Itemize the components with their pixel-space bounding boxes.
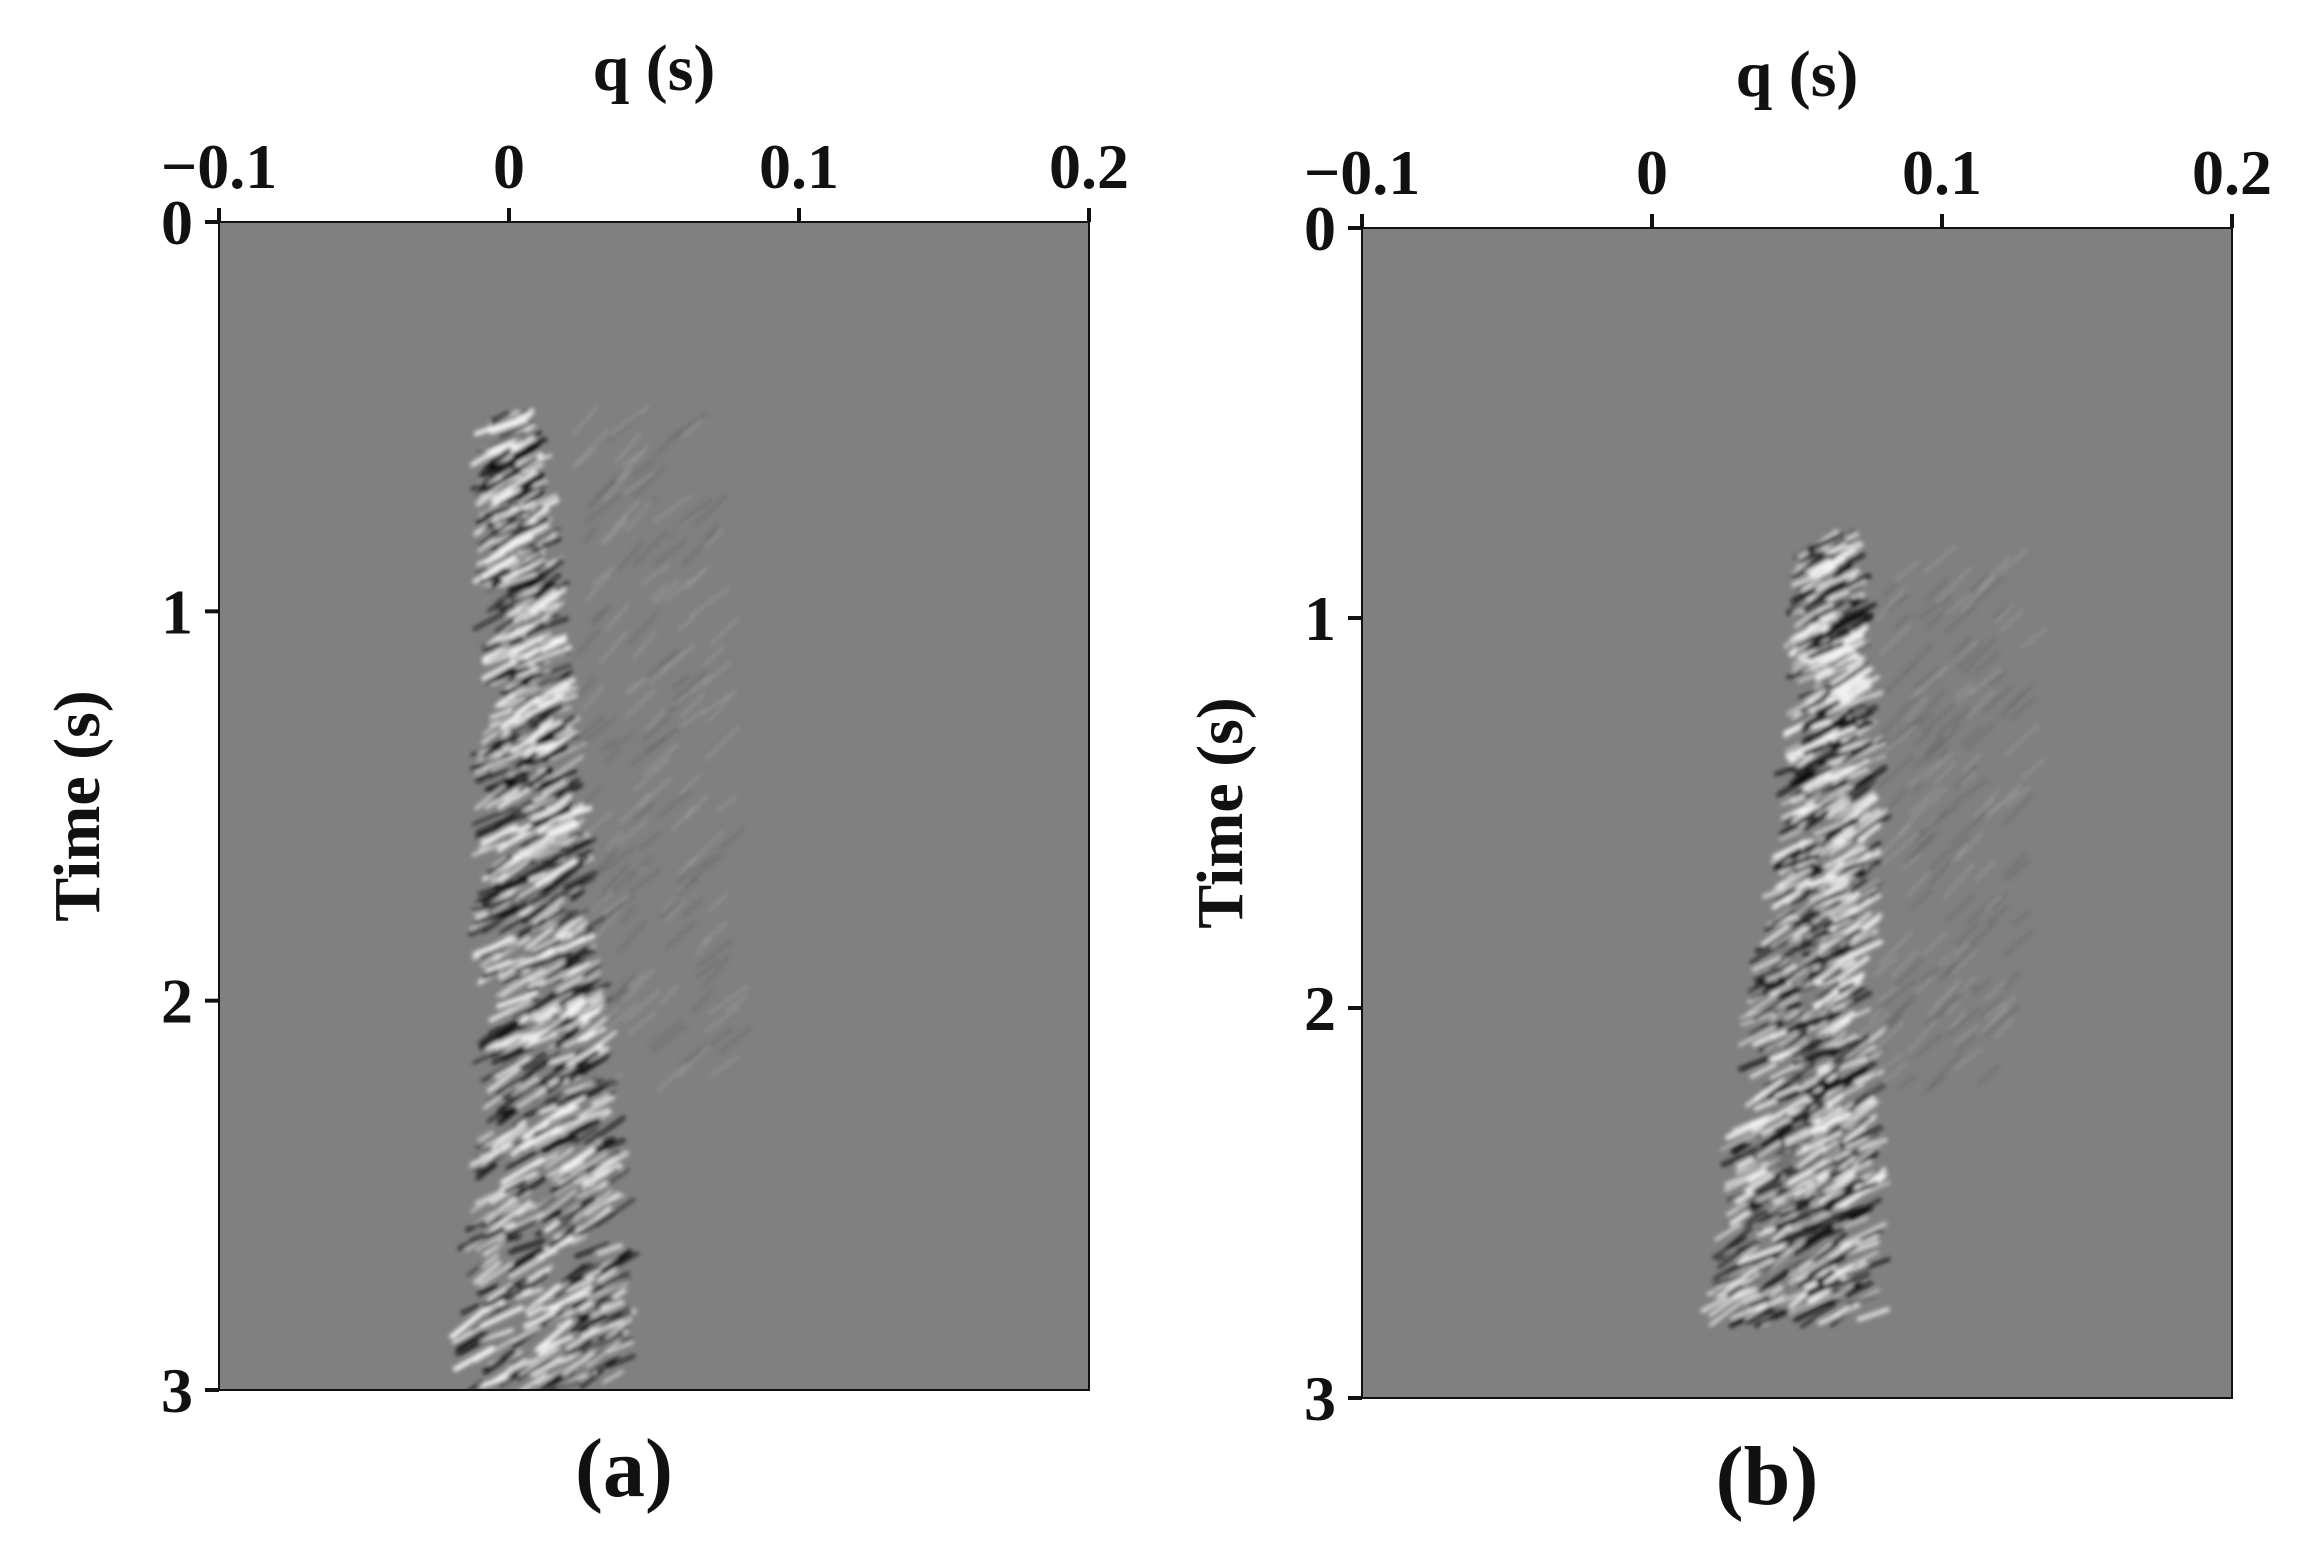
x-tick-label: 0.1 (1902, 137, 1982, 208)
y-tick-label: 0 (1304, 193, 1336, 264)
y-tick-label: 2 (1304, 973, 1336, 1044)
x-axis-label: q (s) (1736, 38, 1859, 111)
y-tick-label: 3 (1304, 1363, 1336, 1434)
y-tick-label: 3 (161, 1355, 193, 1426)
x-tick-label: 0.1 (759, 131, 839, 202)
x-tick-label: 0 (493, 131, 525, 202)
x-tick-label: 0 (1636, 137, 1668, 208)
x-axis-label: q (s) (593, 32, 716, 105)
panel-label: (a) (575, 1422, 673, 1515)
y-axis-label: Time (s) (1184, 697, 1257, 929)
plot-frame (1361, 227, 2233, 1399)
panel-label: (b) (1716, 1430, 1819, 1523)
x-tick-label: −0.1 (161, 131, 277, 202)
seismic-event (449, 405, 752, 1390)
y-tick-label: 1 (161, 576, 193, 647)
y-tick-label: 0 (161, 187, 193, 258)
x-tick-label: 0.2 (1049, 131, 1129, 202)
plot-area (219, 222, 1089, 1390)
y-tick-label: 1 (1304, 583, 1336, 654)
seismic-event (1700, 529, 2047, 1328)
plot-frame (218, 221, 1090, 1391)
y-tick-label: 2 (161, 966, 193, 1037)
y-axis-label: Time (s) (41, 690, 114, 922)
x-tick-label: −0.1 (1304, 137, 1420, 208)
x-tick-label: 0.2 (2192, 137, 2272, 208)
